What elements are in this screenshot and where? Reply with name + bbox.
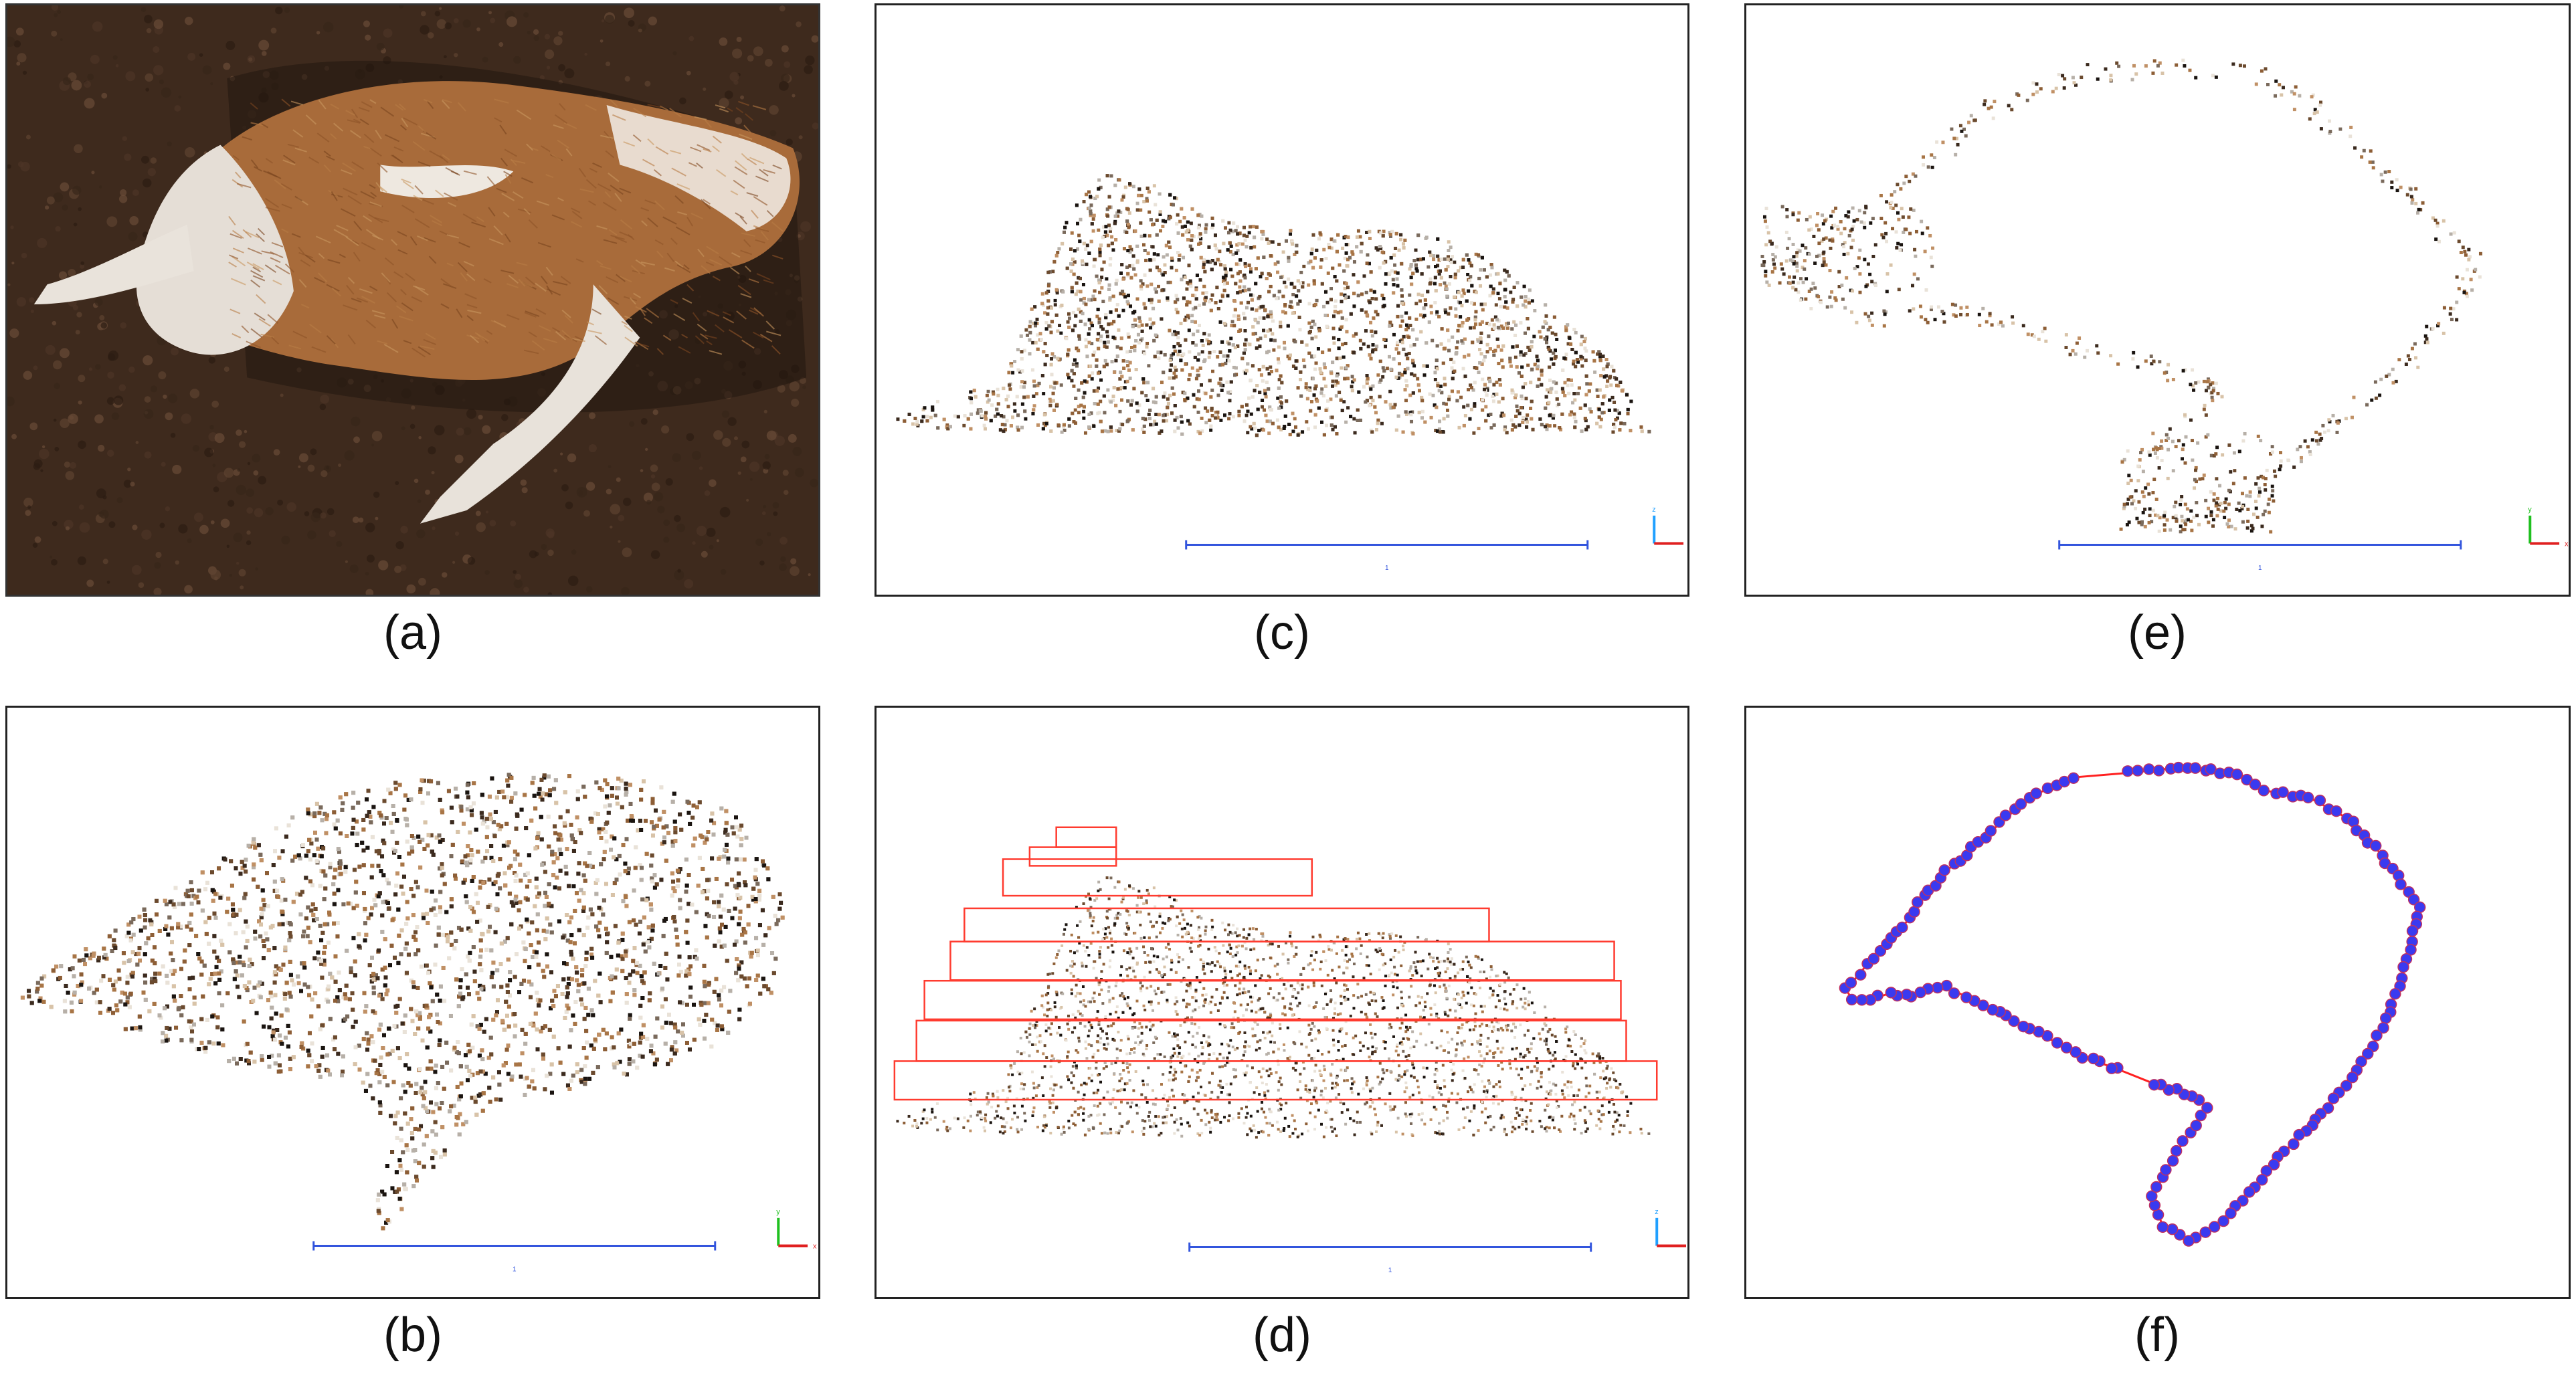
contour-fit-plot bbox=[1839, 761, 2426, 1247]
scale-bar: 1 bbox=[1185, 540, 1589, 572]
scale-bar-label: 1 bbox=[1385, 565, 1389, 572]
hind-leg bbox=[420, 284, 640, 524]
scale-bar: 1 bbox=[1188, 1242, 1592, 1274]
front-leg bbox=[33, 224, 194, 304]
white-patch-back bbox=[606, 104, 791, 231]
white-patch-mid bbox=[380, 165, 514, 199]
side-view-panel: 1 zx bbox=[875, 3, 1689, 597]
slice-points bbox=[1760, 58, 2482, 534]
scale-bar: 1 bbox=[312, 1241, 717, 1273]
slice-box bbox=[963, 907, 1490, 942]
top-view-points bbox=[20, 773, 785, 1231]
scale-bar-label: 1 bbox=[1388, 1267, 1392, 1274]
height-slices-panel: 1 zx bbox=[875, 706, 1689, 1299]
panel-label-c: (c) bbox=[1254, 606, 1310, 660]
scale-bar: 1 bbox=[2058, 540, 2462, 572]
height-slices-point-cloud: 1 zx bbox=[893, 826, 1687, 1274]
axis-label-y: y bbox=[776, 1208, 780, 1216]
side-view-points bbox=[896, 876, 1651, 1139]
contour-line bbox=[1845, 766, 2420, 1241]
slice-box bbox=[893, 1060, 1658, 1101]
slice-box bbox=[1055, 826, 1117, 848]
height-slice-boxes bbox=[893, 826, 1658, 1101]
slice-box bbox=[915, 1019, 1627, 1062]
calf-head bbox=[136, 144, 294, 355]
panel-label-d: (d) bbox=[1253, 1308, 1311, 1362]
axis-label-z: z bbox=[1652, 506, 1655, 514]
calf-photo bbox=[7, 5, 818, 595]
axis-triad: yx bbox=[776, 1208, 817, 1251]
scale-bar-label: 1 bbox=[2258, 565, 2262, 572]
slice-box bbox=[923, 979, 1622, 1021]
axis-label-z: z bbox=[1655, 1208, 1658, 1216]
photo-panel bbox=[5, 3, 820, 597]
fur-texture bbox=[228, 98, 784, 358]
axis-label-y: y bbox=[2528, 506, 2532, 514]
axis-label-x: x bbox=[813, 1243, 817, 1251]
panel-label-e: (e) bbox=[2128, 606, 2187, 660]
scale-bar-label: 1 bbox=[513, 1266, 517, 1273]
slice-box bbox=[1028, 846, 1117, 867]
side-view-points bbox=[896, 174, 1651, 437]
axis-triad: zx bbox=[1652, 506, 1684, 545]
side-view-point-cloud: 1 zx bbox=[896, 174, 1684, 572]
panel-label-f: (f) bbox=[2134, 1308, 2180, 1362]
calf bbox=[33, 81, 800, 524]
axis-triad: yx bbox=[2528, 506, 2569, 548]
panel-label-b: (b) bbox=[383, 1308, 442, 1362]
axis-label-x: x bbox=[2565, 540, 2569, 548]
contour-points bbox=[1839, 761, 2426, 1247]
panel-label-a: (a) bbox=[383, 606, 442, 660]
top-view-point-cloud: 1yx bbox=[20, 773, 817, 1273]
axis-triad: zx bbox=[1655, 1208, 1687, 1247]
slice-point-cloud: 1yx bbox=[1760, 58, 2569, 572]
slice-box bbox=[1002, 858, 1313, 897]
contour-panel bbox=[1744, 706, 2571, 1299]
